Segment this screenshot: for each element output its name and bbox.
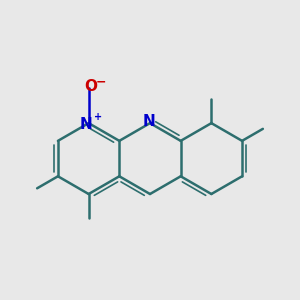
- Text: N: N: [142, 115, 155, 130]
- Text: N: N: [80, 117, 92, 132]
- Text: −: −: [96, 76, 106, 88]
- Text: +: +: [94, 112, 102, 122]
- Text: O: O: [84, 79, 97, 94]
